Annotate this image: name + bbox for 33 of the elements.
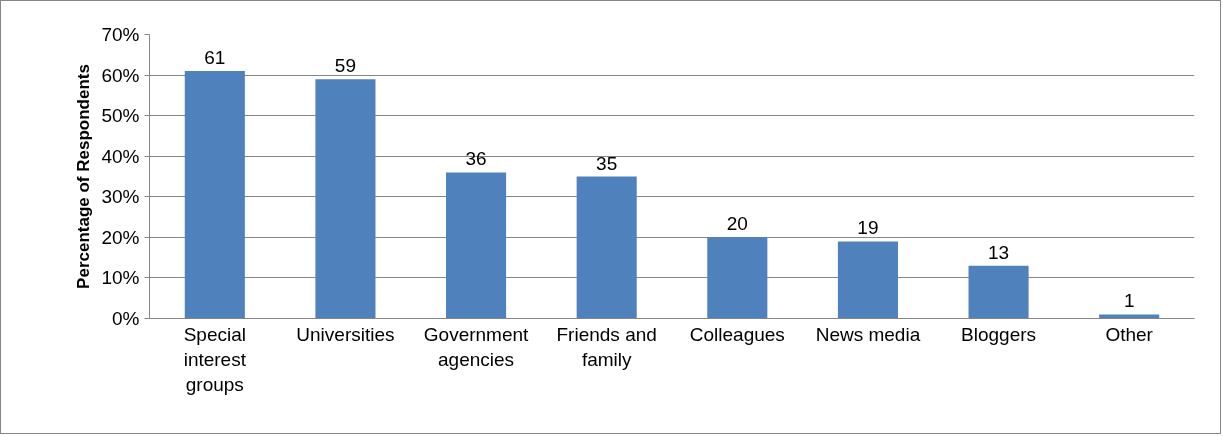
data-label: 13 <box>988 241 1010 263</box>
x-tick-label: Universities <box>296 323 395 345</box>
y-tick-label: 60% <box>101 64 140 86</box>
bar <box>837 241 898 319</box>
bar <box>968 265 1029 319</box>
y-tick-label: 50% <box>101 105 140 127</box>
x-tick-label: Other <box>1105 323 1154 345</box>
y-tick-label: 0% <box>112 308 140 329</box>
data-label: 35 <box>596 152 618 174</box>
data-label: 36 <box>465 148 487 170</box>
y-tick-label: 10% <box>101 267 140 289</box>
data-label: 59 <box>334 55 357 77</box>
y-tick-label: 40% <box>101 145 140 167</box>
bar <box>184 71 245 319</box>
x-tick-label: Special interest groups <box>183 323 247 395</box>
x-tick-label: Colleagues <box>689 323 785 345</box>
x-tick-label: Bloggers <box>961 323 1037 345</box>
data-label: 1 <box>1123 290 1135 312</box>
bar <box>446 172 507 319</box>
x-tick-label: News media <box>815 323 921 345</box>
y-tick-label: 30% <box>101 186 140 208</box>
x-tick-label: Friends and family <box>556 323 657 370</box>
y-axis-title: Percentage of Respondents <box>74 64 94 289</box>
y-tick-label: 20% <box>101 226 140 248</box>
data-label: 19 <box>857 217 879 239</box>
data-label: 20 <box>726 213 748 235</box>
x-tick-label: Government agencies <box>423 323 530 370</box>
data-label: 61 <box>204 47 226 69</box>
bar <box>315 79 376 319</box>
y-tick-label: 70% <box>101 24 140 45</box>
bar <box>707 237 768 319</box>
bar <box>576 176 637 319</box>
bar <box>1099 314 1160 319</box>
